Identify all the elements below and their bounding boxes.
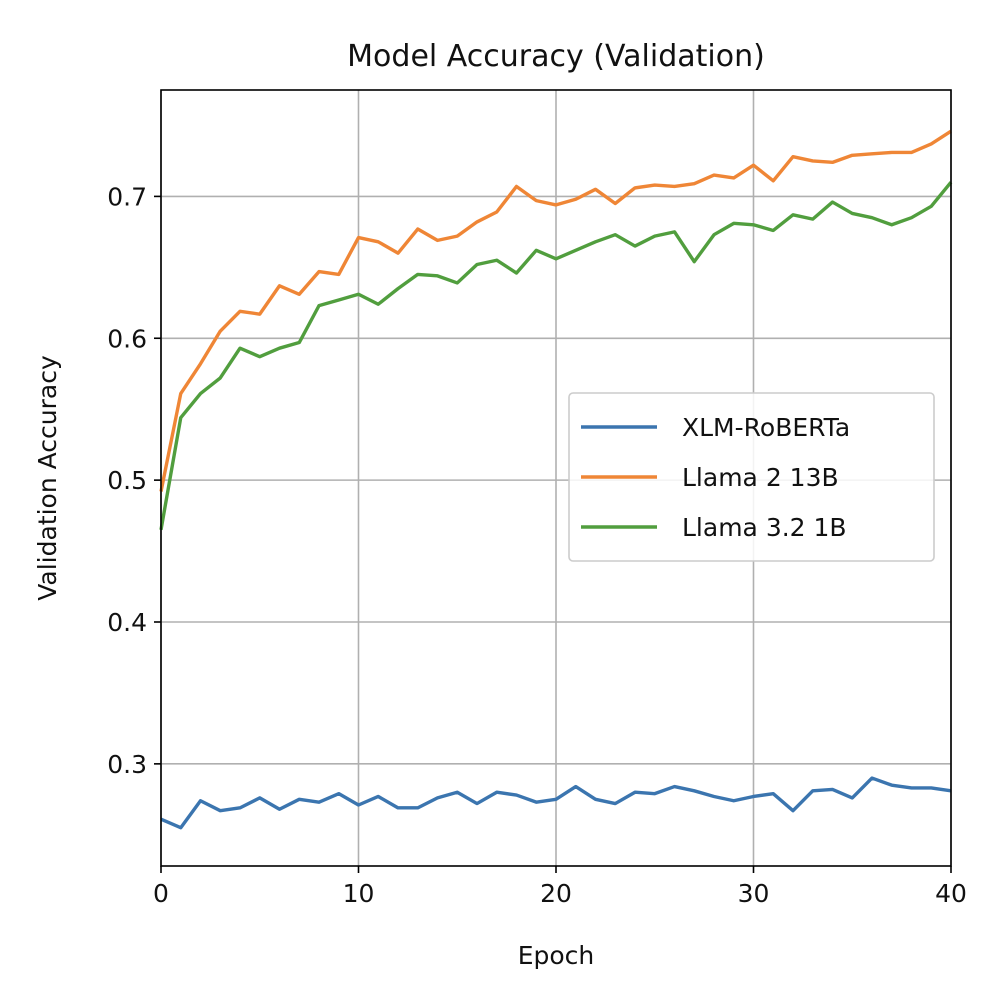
legend-box <box>568 392 935 562</box>
series-line-xlm-roberta <box>160 776 952 830</box>
series-lines <box>159 129 953 830</box>
axis-ticks: 0 10 20 30 40 0.3 0.4 0.5 0.6 0.7 <box>107 182 967 908</box>
legend: XLM-RoBERTa Llama 2 13B Llama 3.2 1B <box>568 392 935 562</box>
x-tick-label: 40 <box>935 879 967 908</box>
y-tick-label: 0.7 <box>107 182 147 211</box>
x-tick-label: 10 <box>343 879 375 908</box>
x-tick-label: 30 <box>738 879 770 908</box>
x-axis-title: Epoch <box>518 941 595 970</box>
legend-label-xlm-roberta: XLM-RoBERTa <box>682 413 850 442</box>
chart-title: Model Accuracy (Validation) <box>347 39 765 74</box>
x-tick-label: 20 <box>540 879 572 908</box>
series-line-llama-2-13b <box>159 129 952 492</box>
y-tick-label: 0.3 <box>107 750 147 779</box>
series-line-llama-3-2-1b <box>159 181 953 531</box>
y-tick-label: 0.4 <box>107 608 147 637</box>
x-tick-label: 0 <box>153 879 169 908</box>
y-tick-label: 0.5 <box>107 466 147 495</box>
gridlines <box>160 90 952 866</box>
legend-label-llama-2-13b: Llama 2 13B <box>682 463 839 492</box>
y-axis-title: Validation Accuracy <box>33 355 62 601</box>
y-tick-label: 0.6 <box>107 324 147 353</box>
legend-label-llama-3-2-1b: Llama 3.2 1B <box>682 513 847 542</box>
